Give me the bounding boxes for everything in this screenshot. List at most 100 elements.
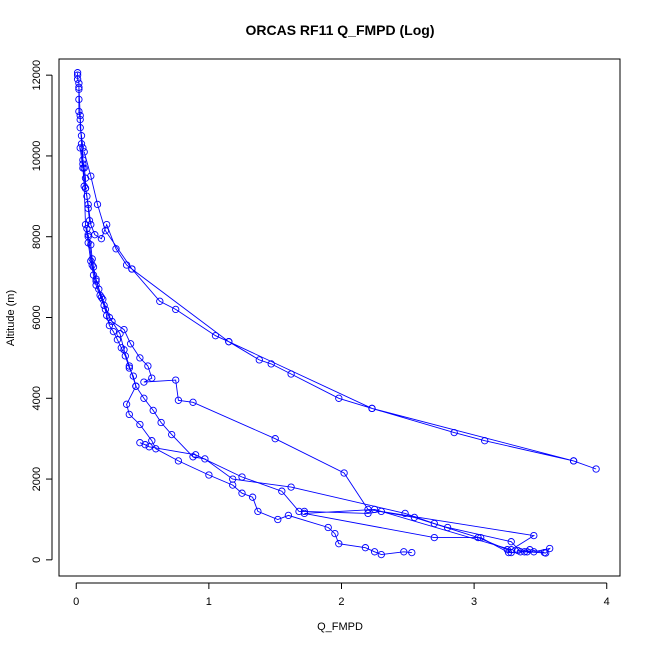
data-point <box>255 356 263 364</box>
series-line <box>77 72 412 556</box>
data-point <box>80 182 88 190</box>
y-tick-label: 12000 <box>31 60 43 91</box>
data-point <box>340 469 348 477</box>
data-point <box>125 410 133 419</box>
data-point <box>168 430 176 439</box>
data-point <box>140 378 148 386</box>
y-tick-label: 2000 <box>31 467 43 491</box>
data-point <box>201 455 209 463</box>
data-point <box>172 305 180 314</box>
y-tick-label: 6000 <box>31 305 43 329</box>
data-point <box>84 231 92 239</box>
data-point <box>377 507 385 516</box>
data-point <box>370 505 379 514</box>
data-point <box>156 297 164 305</box>
data-point <box>267 360 275 368</box>
data-point <box>77 140 86 148</box>
data-point <box>105 321 114 330</box>
data-point <box>125 362 133 370</box>
data-point <box>335 394 343 402</box>
data-point <box>79 164 87 172</box>
data-point <box>324 523 332 532</box>
series-5 <box>136 439 538 557</box>
series-line <box>87 234 545 554</box>
series-3 <box>76 144 554 557</box>
data-point <box>75 83 83 91</box>
data-point <box>284 511 293 520</box>
data-point <box>211 332 220 340</box>
data-point <box>408 548 416 557</box>
series-layer <box>73 69 600 559</box>
data-point <box>140 394 148 402</box>
data-point <box>189 398 197 406</box>
data-point <box>126 340 135 348</box>
data-point <box>238 489 246 497</box>
series-4 <box>84 231 549 557</box>
data-point <box>122 261 131 269</box>
data-point <box>377 550 385 559</box>
data-point <box>149 406 157 415</box>
data-point <box>79 144 87 152</box>
data-point <box>157 418 165 427</box>
y-tick-label: 0 <box>31 557 43 563</box>
data-point <box>174 457 183 465</box>
data-point <box>229 475 237 483</box>
data-point <box>401 509 409 518</box>
data-point <box>76 111 84 120</box>
data-point <box>76 144 84 152</box>
data-point <box>108 317 116 326</box>
data-point <box>481 437 489 445</box>
data-point <box>174 396 183 404</box>
data-point <box>370 548 379 556</box>
data-point <box>116 330 124 338</box>
data-point <box>300 507 309 516</box>
data-point <box>450 428 458 437</box>
data-point <box>144 362 152 370</box>
y-tick-label: 10000 <box>31 141 43 172</box>
data-point <box>400 548 408 556</box>
data-point <box>113 336 122 344</box>
x-axis-label: Q_FMPD <box>317 621 363 633</box>
data-point <box>105 313 114 322</box>
data-point <box>81 220 90 229</box>
data-point <box>238 473 246 481</box>
data-point <box>172 376 180 384</box>
data-point <box>191 451 200 459</box>
data-point <box>274 515 282 524</box>
data-point <box>335 540 343 548</box>
data-point <box>81 184 90 192</box>
data-point <box>430 533 438 542</box>
data-point <box>300 509 309 518</box>
y-axis: 0 2000 4000 6000 8000 10000 12000 <box>31 60 53 563</box>
data-point <box>93 200 102 209</box>
data-point <box>148 437 156 445</box>
data-point <box>112 245 120 253</box>
data-point <box>278 487 286 495</box>
data-point <box>83 192 91 200</box>
data-point <box>120 325 128 334</box>
data-point <box>128 265 136 273</box>
data-point <box>540 548 549 557</box>
data-point <box>331 529 339 538</box>
data-point <box>136 354 144 362</box>
data-point <box>364 509 372 518</box>
data-point <box>136 420 144 429</box>
data-point <box>97 293 106 301</box>
data-point <box>101 227 110 235</box>
x-axis: 0 1 2 3 4 <box>73 582 610 608</box>
chart-title: ORCAS RF11 Q_FMPD (Log) <box>245 22 434 38</box>
data-point <box>569 457 578 465</box>
y-tick-label: 8000 <box>31 224 43 248</box>
data-point <box>205 471 213 479</box>
data-point <box>122 400 131 408</box>
series-1 <box>73 69 416 559</box>
data-point <box>546 544 554 553</box>
data-point <box>477 533 485 542</box>
y-tick-label: 4000 <box>31 386 43 410</box>
data-point <box>271 435 279 443</box>
x-tick-label: 4 <box>604 596 610 608</box>
data-point <box>92 277 100 285</box>
data-point <box>109 327 118 336</box>
data-point <box>84 239 92 247</box>
data-point <box>99 295 107 303</box>
